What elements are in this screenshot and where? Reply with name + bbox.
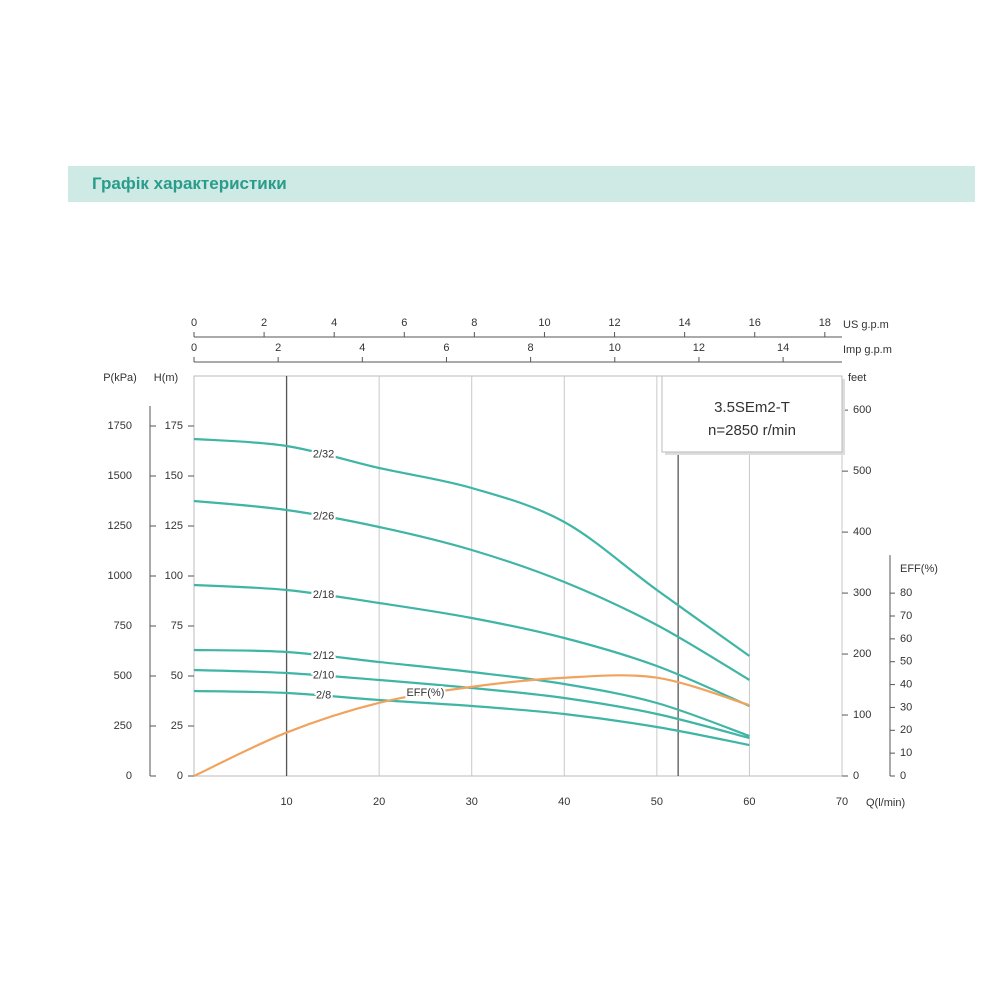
y-tick-label: 25: [171, 720, 183, 732]
imp-gpm-axis-tick-label: 2: [275, 342, 281, 354]
curve-label: 2/18: [313, 589, 334, 601]
y-tick-label: 75: [171, 620, 183, 632]
curve-label: 2/12: [313, 650, 334, 662]
performance-curve: [193, 583, 750, 708]
speed-label: n=2850 r/min: [708, 422, 796, 439]
us-gpm-axis-tick-label: 12: [608, 317, 620, 329]
curve-label: 2/26: [313, 511, 334, 523]
pressure-tick-label: 0: [126, 770, 132, 782]
feet-tick-label: 300: [853, 587, 871, 599]
y-tick-label: 125: [165, 520, 183, 532]
imp-gpm-axis-tick-label: 14: [777, 342, 789, 354]
feet-tick-label: 200: [853, 648, 871, 660]
eff-axis-label: EFF(%): [900, 563, 938, 575]
us-gpm-axis-tick-label: 16: [749, 317, 761, 329]
imp-gpm-axis-tick-label: 8: [528, 342, 534, 354]
us-gpm-axis-tick-label: 10: [538, 317, 550, 329]
header-title: Графік характеристики: [92, 174, 287, 193]
eff-tick-label: 50: [900, 656, 912, 668]
y-tick-label: 150: [165, 470, 183, 482]
feet-axis-label: feet: [848, 372, 866, 384]
imp-gpm-axis-tick-label: 6: [443, 342, 449, 354]
x-axis-label: Q(l/min): [866, 797, 905, 809]
pressure-tick-label: 750: [114, 620, 132, 632]
imp-gpm-axis-tick-label: 0: [191, 342, 197, 354]
eff-tick-label: 30: [900, 701, 912, 713]
performance-curve: [193, 648, 750, 738]
x-tick-label: 60: [743, 796, 755, 808]
feet-tick-label: 600: [853, 404, 871, 416]
performance-curve: [193, 668, 750, 740]
us-gpm-axis-label: US g.p.m: [843, 319, 889, 331]
eff-tick-label: 70: [900, 610, 912, 622]
us-gpm-axis-tick-label: 18: [819, 317, 831, 329]
us-gpm-axis-tick-label: 14: [679, 317, 691, 329]
us-gpm-axis-tick-label: 0: [191, 317, 197, 329]
eff-tick-label: 60: [900, 633, 912, 645]
us-gpm-axis-tick-label: 6: [401, 317, 407, 329]
eff-tick-label: 0: [900, 770, 906, 782]
us-gpm-axis-tick-label: 8: [471, 317, 477, 329]
y-tick-label: 0: [177, 770, 183, 782]
x-tick-label: 20: [373, 796, 385, 808]
curve-label: EFF(%): [406, 687, 444, 699]
curve-label: 2/32: [313, 449, 334, 461]
curve-label: 2/8: [316, 690, 331, 702]
model-label: 3.5SEm2-T: [714, 399, 790, 416]
eff-tick-label: 40: [900, 678, 912, 690]
pressure-axis-label: P(kPa): [103, 372, 137, 384]
y-axis-label: H(m): [154, 372, 178, 384]
feet-tick-label: 100: [853, 709, 871, 721]
y-tick-label: 175: [165, 420, 183, 432]
performance-curve: [193, 689, 750, 747]
pressure-tick-label: 250: [114, 720, 132, 732]
x-tick-label: 40: [558, 796, 570, 808]
header-bar: Графік характеристики: [68, 166, 975, 202]
imp-gpm-axis-label: Imp g.p.m: [843, 344, 892, 356]
us-gpm-axis-tick-label: 2: [261, 317, 267, 329]
y-tick-label: 100: [165, 570, 183, 582]
imp-gpm-axis-tick-label: 12: [693, 342, 705, 354]
x-tick-label: 70: [836, 796, 848, 808]
curve-label: 2/10: [313, 670, 334, 682]
pressure-tick-label: 1000: [108, 570, 132, 582]
performance-curve: [193, 437, 751, 657]
x-tick-label: 50: [651, 796, 663, 808]
imp-gpm-axis-tick-label: 10: [609, 342, 621, 354]
pressure-tick-label: 1500: [108, 470, 132, 482]
x-tick-label: 10: [280, 796, 292, 808]
performance-curve: [193, 499, 750, 681]
imp-gpm-axis-tick-label: 4: [359, 342, 365, 354]
feet-tick-label: 0: [853, 770, 859, 782]
y-tick-label: 50: [171, 670, 183, 682]
model-box: [661, 375, 843, 453]
eff-tick-label: 10: [900, 747, 912, 759]
us-gpm-axis-tick-label: 4: [331, 317, 337, 329]
pressure-tick-label: 1250: [108, 520, 132, 532]
x-tick-label: 30: [466, 796, 478, 808]
pressure-tick-label: 500: [114, 670, 132, 682]
feet-tick-label: 500: [853, 465, 871, 477]
eff-tick-label: 80: [900, 587, 912, 599]
pressure-tick-label: 1750: [108, 420, 132, 432]
feet-tick-label: 400: [853, 526, 871, 538]
performance-curve: [193, 674, 750, 777]
eff-tick-label: 20: [900, 724, 912, 736]
